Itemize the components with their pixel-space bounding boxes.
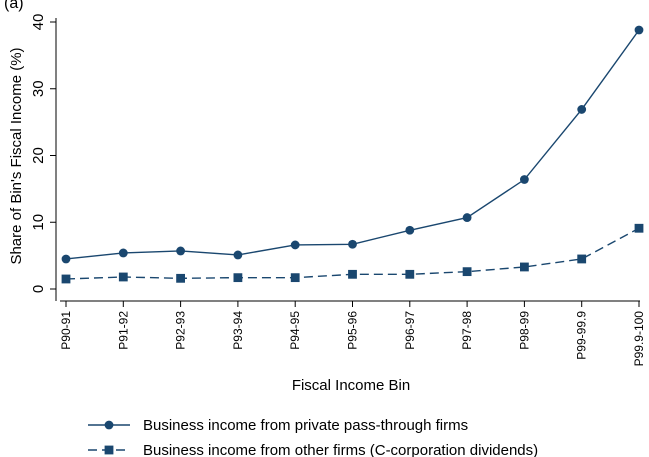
x-tick-label: P98-99 <box>517 311 531 350</box>
data-point <box>462 213 472 222</box>
series-2 <box>61 223 644 284</box>
x-tick-label: P91-92 <box>116 311 130 350</box>
series-layer <box>61 25 644 284</box>
legend-label: Business income from other firms (C-corp… <box>143 442 538 457</box>
data-point <box>520 175 529 184</box>
legend-label: Business income from private pass-throug… <box>143 417 468 434</box>
data-point <box>233 273 243 283</box>
x-tick-label: P99.9-100 <box>632 311 646 367</box>
x-tick-label: P96-97 <box>403 311 417 350</box>
data-point <box>348 269 357 279</box>
data-point <box>118 272 128 282</box>
data-point <box>348 239 357 249</box>
x-tick-label: P90-91 <box>59 311 73 350</box>
data-point <box>176 246 186 256</box>
legend-item: Business income from private pass-throug… <box>88 417 468 434</box>
data-point <box>634 223 644 233</box>
series-1 <box>61 25 644 264</box>
data-point <box>634 25 644 35</box>
legend-item: Business income from other firms (C-corp… <box>88 442 538 457</box>
data-point <box>290 273 300 283</box>
y-tick-label: 20 <box>30 147 47 164</box>
legend-marker <box>104 445 114 455</box>
x-tick-label: P92-93 <box>174 311 188 350</box>
data-point <box>233 250 243 260</box>
data-point <box>462 267 472 277</box>
x-tick-label: P93-94 <box>231 311 245 350</box>
legend: Business income from private pass-throug… <box>88 417 538 457</box>
legend-marker <box>104 420 114 430</box>
series-line <box>65 29 640 260</box>
data-point <box>61 274 71 284</box>
panel-label: (a) <box>4 0 24 12</box>
data-point <box>405 269 415 279</box>
x-axis-title: Fiscal Income Bin <box>292 377 410 394</box>
y-axis: 0 10 20 30 40 <box>30 14 57 301</box>
data-point <box>577 105 587 114</box>
y-tick-label: 30 <box>30 80 47 97</box>
data-point <box>176 273 185 283</box>
y-tick-label: 0 <box>30 285 47 293</box>
data-point <box>290 240 300 250</box>
x-tick-label: P97-98 <box>460 311 474 350</box>
x-tick-label: P94-95 <box>288 311 302 350</box>
data-point <box>118 248 128 258</box>
data-point <box>405 225 415 235</box>
data-point <box>520 262 529 272</box>
y-tick-label: 10 <box>30 214 47 231</box>
data-point <box>577 254 587 264</box>
x-tick-label: P99-99.9 <box>575 311 589 360</box>
x-tick-label: P95-96 <box>346 311 360 350</box>
y-axis-title: Share of Bin's Fiscal Income (%) <box>8 47 25 264</box>
data-point <box>61 254 71 264</box>
x-axis: P90-91 P91-92 P92-93 P93-94 P94-95 P95-96 P96-… <box>59 300 646 367</box>
y-tick-label: 40 <box>30 14 47 31</box>
